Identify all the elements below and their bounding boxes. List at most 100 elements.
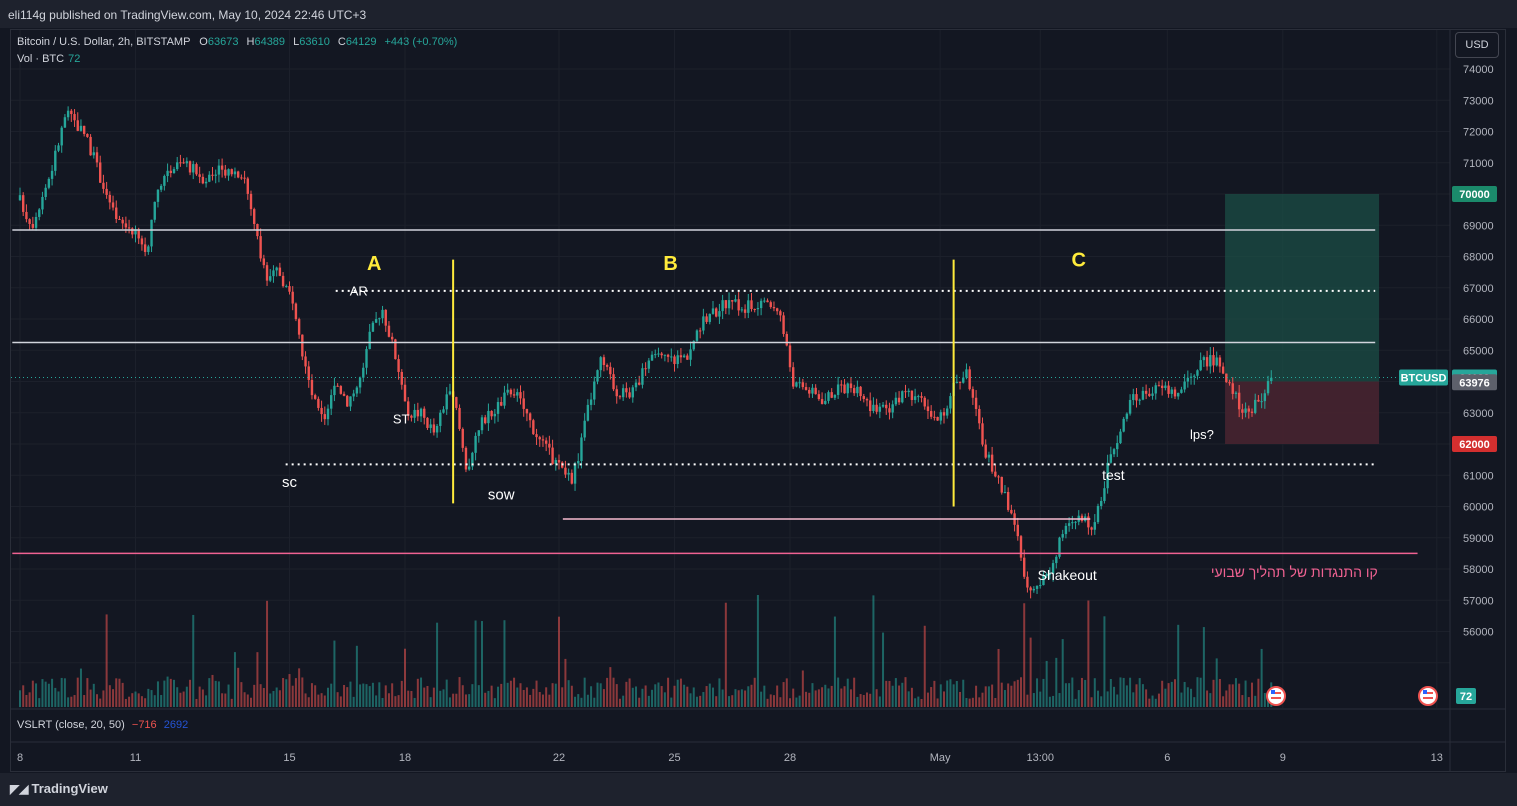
- x-tick-label: 22: [553, 752, 565, 764]
- candle-body: [22, 195, 25, 212]
- candle-body: [166, 170, 169, 177]
- volume-bar: [516, 687, 519, 707]
- candle-body: [461, 428, 464, 448]
- symbol-legend: Bitcoin / U.S. Dollar, 2h, BITSTAMP O636…: [17, 36, 462, 48]
- volume-bar: [638, 697, 641, 707]
- currency-button[interactable]: USD: [1455, 32, 1499, 58]
- volume-bar: [108, 685, 111, 707]
- us-flag-icon[interactable]: [1266, 686, 1286, 706]
- us-flag-icon[interactable]: [1418, 686, 1438, 706]
- volume-bar: [60, 677, 63, 707]
- volume-bar: [294, 678, 297, 707]
- x-tick-label: 8: [17, 752, 23, 764]
- chart-annotation: lps?: [1190, 427, 1214, 442]
- position-target-zone[interactable]: [1225, 194, 1380, 382]
- volume-bar: [1193, 697, 1196, 707]
- volume-bar: [176, 687, 179, 707]
- volume-bar: [513, 677, 516, 707]
- candle-body: [958, 381, 962, 383]
- candle-body: [195, 164, 198, 175]
- volume-bar: [846, 678, 849, 707]
- candle-body: [429, 424, 432, 428]
- volume-label: Vol · BTC: [17, 53, 65, 65]
- volume-bar: [330, 683, 333, 707]
- candle-body: [605, 364, 609, 367]
- candle-body: [830, 392, 833, 398]
- volume-bar: [734, 689, 737, 707]
- candle-body: [994, 471, 997, 477]
- volume-bar: [728, 696, 731, 707]
- volume-bar: [695, 696, 698, 707]
- candle-body: [936, 416, 939, 421]
- volume-bar: [1177, 624, 1180, 707]
- volume-bar: [808, 692, 811, 707]
- candle-body: [1112, 449, 1116, 455]
- candle-body: [291, 291, 294, 304]
- candle-body: [808, 389, 811, 394]
- candle-body: [769, 302, 772, 308]
- volume-bar: [500, 683, 503, 707]
- indicator-value-1: −716: [131, 719, 157, 731]
- volume-bar: [551, 683, 554, 707]
- y-tick-label: 66000: [1463, 314, 1494, 326]
- volume-bar: [644, 685, 647, 707]
- candle-body: [1023, 557, 1026, 577]
- volume-bar: [1125, 685, 1128, 707]
- candle-body: [888, 408, 891, 413]
- volume-bar: [464, 694, 467, 707]
- candle-body: [400, 371, 403, 385]
- candle-body: [522, 398, 525, 409]
- volume-bar: [391, 683, 394, 707]
- volume-bar: [817, 689, 820, 707]
- volume-bar: [1000, 682, 1003, 707]
- candle-body: [326, 408, 330, 420]
- candle-body: [734, 299, 737, 302]
- position-stop-zone[interactable]: [1225, 381, 1380, 445]
- volume-bar: [1058, 693, 1061, 707]
- candle-body: [570, 472, 574, 484]
- candle-body: [1128, 399, 1132, 414]
- open-value: 63673: [207, 36, 239, 48]
- volume-bar: [635, 686, 637, 707]
- candle-body: [240, 177, 243, 179]
- volume-bar: [455, 693, 458, 707]
- candle-body: [1045, 573, 1048, 576]
- candle-body: [471, 452, 474, 467]
- candle-body: [782, 315, 785, 335]
- published-by-text: eli114g published on TradingView.com, Ma…: [8, 8, 367, 22]
- candle-body: [188, 161, 192, 173]
- volume-bar: [461, 685, 464, 707]
- volume-bar: [753, 677, 756, 707]
- candle-body: [1148, 393, 1151, 396]
- volume-bar: [355, 645, 358, 707]
- candle-body: [201, 176, 205, 184]
- volume-bar: [327, 687, 329, 707]
- candle-body: [506, 389, 509, 393]
- volume-bar: [371, 682, 374, 707]
- volume-bar: [631, 687, 634, 707]
- candle-body: [1221, 366, 1225, 374]
- candle-body: [423, 408, 426, 418]
- candle-body: [1173, 389, 1177, 397]
- tradingview-logo[interactable]: ◤◢ TradingView: [10, 781, 108, 796]
- volume-bar: [715, 696, 718, 707]
- candle-body: [458, 407, 461, 429]
- volume-bar: [144, 698, 147, 707]
- volume-bar: [147, 688, 150, 707]
- volume-bar: [830, 685, 833, 707]
- candle-body: [743, 309, 747, 313]
- volume-bar: [721, 689, 724, 707]
- secondary-price-tag-bg: [1452, 374, 1497, 391]
- candle-body: [105, 188, 108, 195]
- volume-bar: [962, 679, 965, 707]
- candle-body: [1144, 390, 1148, 394]
- volume-bar: [28, 692, 31, 707]
- volume-bar: [1087, 600, 1090, 707]
- volume-bar: [750, 684, 753, 707]
- volume-bar: [400, 680, 403, 707]
- volume-bar: [670, 697, 673, 707]
- candle-body: [1035, 585, 1039, 589]
- volume-bar: [404, 648, 406, 707]
- candle-body: [955, 381, 959, 383]
